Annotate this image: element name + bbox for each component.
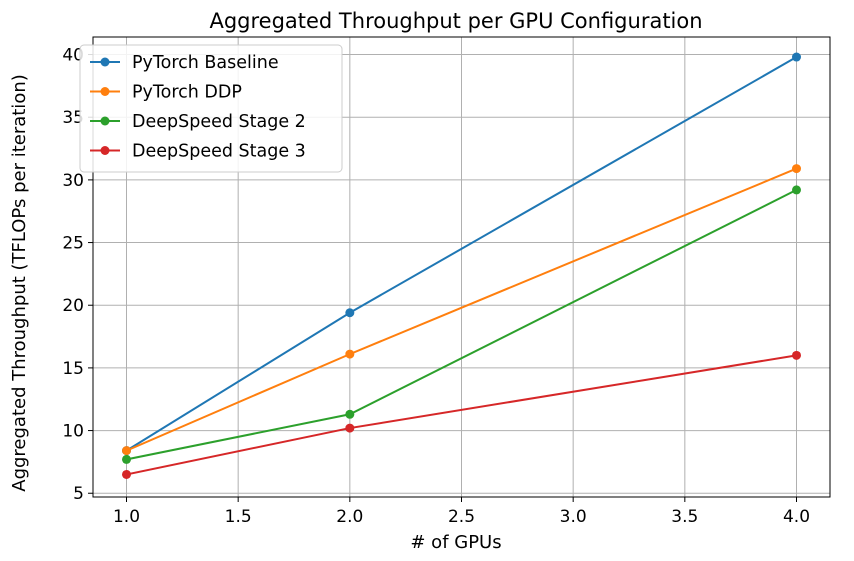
x-axis-label: # of GPUs [410,532,501,553]
legend-marker [100,146,110,155]
legend-entry: DeepSpeed Stage 3 [90,142,306,162]
legend-marker [100,57,110,67]
y-tick-label: 5 [73,484,84,504]
legend-label: PyTorch Baseline [132,53,279,73]
y-tick-label: 25 [62,234,84,254]
legend-entry: PyTorch DDP [90,83,242,103]
series-3 [122,350,801,479]
x-tick-label: 1.5 [225,507,252,527]
chart-title: Aggregated Throughput per GPU Configurat… [209,9,702,33]
data-point [345,423,355,433]
x-tick-label: 2.5 [448,507,475,527]
data-point [792,52,801,62]
legend-marker [100,87,110,96]
x-tick-label: 1.0 [113,507,140,527]
legend-entry: PyTorch Baseline [90,53,279,73]
data-point [345,409,355,419]
data-point [792,185,801,195]
y-tick-label: 40 [62,46,84,66]
series-1 [122,164,801,456]
data-point [122,454,131,464]
data-point [345,349,355,359]
legend-frame [79,44,343,173]
x-tick-label: 3.0 [560,507,587,527]
y-tick-label: 20 [62,296,84,316]
y-tick-label: 15 [62,359,84,379]
y-tick-label: 35 [62,108,84,128]
data-point [792,164,801,174]
x-tick-label: 2.0 [336,507,363,527]
grid [93,37,830,497]
legend-marker [100,116,110,126]
legend-label: PyTorch DDP [132,83,242,103]
legend-entry: DeepSpeed Stage 2 [90,112,306,132]
data-point [345,308,355,318]
data-point [122,469,131,479]
legend-label: DeepSpeed Stage 3 [132,142,306,162]
y-axis-label: Aggregated Throughput (TFLOPs per iterat… [9,74,30,492]
y-tick-label: 30 [62,171,84,191]
x-tick-label: 3.5 [671,507,698,527]
legend: PyTorch Baseline PyTorch DDP DeepSpeed Sta… [79,44,343,173]
x-tick-label: 4.0 [783,507,810,527]
data-point [122,446,131,456]
y-ticks: 5 10 15 20 25 30 35 40 [62,46,93,504]
series-2 [122,185,801,464]
x-ticks: 1.0 1.5 2.0 2.5 3.0 3.5 4.0 [113,497,810,527]
legend-label: DeepSpeed Stage 2 [132,112,306,132]
y-tick-label: 10 [62,422,84,442]
series-layer [122,52,801,479]
data-point [792,350,801,360]
